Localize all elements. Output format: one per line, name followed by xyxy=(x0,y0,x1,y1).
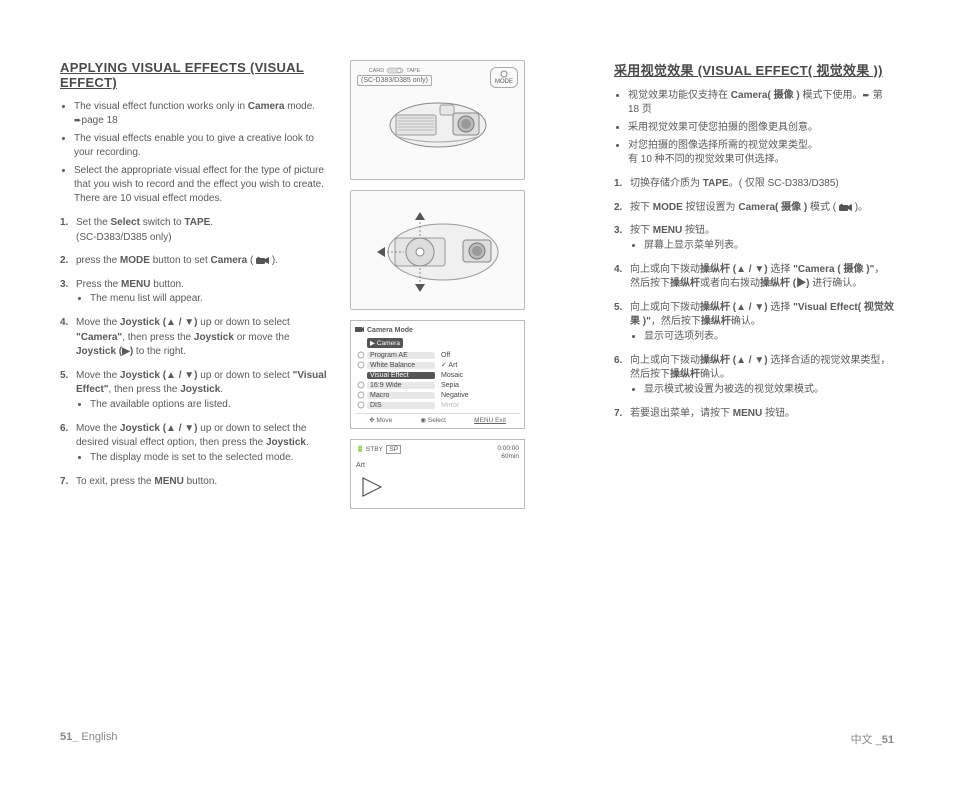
model-note: (SC-D383/D385 only) xyxy=(357,75,432,86)
menu-item: Macro Negative xyxy=(355,390,520,400)
osd-screenshot: 🔋 STBY SP 0:00:00 60min Art xyxy=(350,439,525,509)
camera-mode-icon xyxy=(355,325,364,335)
camera-icon xyxy=(256,254,269,269)
sub-bullet: 显示可选项列表。 xyxy=(644,330,894,344)
step: 7.若要退出菜单，请按下 MENU 按钮。 xyxy=(614,407,894,422)
menu-item: White Balance✓ Art xyxy=(355,360,520,370)
camcorder-icon xyxy=(378,85,498,155)
step: 4.向上或向下拨动操纵杆 (▲ / ▼) 选择 "Camera ( 摄像 )"，… xyxy=(614,263,894,292)
right-column: 采用视觉效果 (VISUAL EFFECT( 视觉效果 )) 视觉效果功能仅支持… xyxy=(614,60,894,509)
arrow-icon xyxy=(74,115,82,126)
bullet: The visual effect function works only in… xyxy=(74,100,330,128)
camcorder-joystick-illustration xyxy=(350,190,525,310)
camera-icon xyxy=(839,201,852,216)
bullet: The visual effects enable you to give a … xyxy=(74,132,330,160)
bullet: 视觉效果功能仅支持在 Camera( 摄像 ) 模式下使用。 第 18 页 xyxy=(628,89,894,117)
step: 4.Move the Joystick (▲ / ▼) up or down t… xyxy=(60,316,330,360)
menu-title: Camera Mode xyxy=(367,327,413,334)
bullet: 对您拍摄的图像选择所需的视觉效果类型。有 10 种不同的视觉效果可供选择。 xyxy=(628,139,894,167)
right-bullets: 视觉效果功能仅支持在 Camera( 摄像 ) 模式下使用。 第 18 页采用视… xyxy=(614,89,894,167)
menu-screenshot: Camera Mode ▶ Camera Program AE OffWhite… xyxy=(350,320,525,429)
step: 1.Set the Select switch to TAPE.(SC-D383… xyxy=(60,216,330,245)
step: 5.Move the Joystick (▲ / ▼) up or down t… xyxy=(60,369,330,412)
page-footer: 51_ English 中文 _51 xyxy=(60,731,894,747)
left-title: APPLYING VISUAL EFFECTS (VISUAL EFFECT) xyxy=(60,60,330,90)
joystick-icon xyxy=(363,200,513,300)
mode-button: MODE xyxy=(490,67,518,88)
step: 6.向上或向下拨动操纵杆 (▲ / ▼) 选择合适的视觉效果类型，然后按下操纵杆… xyxy=(614,354,894,397)
step: 3.按下 MENU 按钮。屏幕上显示菜单列表。 xyxy=(614,224,894,253)
arrow-icon xyxy=(862,90,870,101)
left-column: APPLYING VISUAL EFFECTS (VISUAL EFFECT) … xyxy=(60,60,330,509)
sub-bullet: 显示模式被设置为被选的视觉效果模式。 xyxy=(644,383,894,397)
left-bullets: The visual effect function works only in… xyxy=(60,100,330,206)
step: 2.press the MODE button to set Camera ( … xyxy=(60,254,330,269)
play-triangle-icon xyxy=(361,476,383,500)
step: 1.切换存储介质为 TAPE。( 仅限 SC-D383/D385) xyxy=(614,177,894,192)
right-title: 采用视觉效果 (VISUAL EFFECT( 视觉效果 )) xyxy=(614,60,894,79)
camcorder-top-illustration: CARD TAPE (SC-D383/D385 only) MODE xyxy=(350,60,525,180)
illustration-column: CARD TAPE (SC-D383/D385 only) MODE xyxy=(350,60,525,509)
menu-footer: ✥ Move ◉ Select MENU Exit xyxy=(355,413,520,424)
bullet: Select the appropriate visual effect for… xyxy=(74,164,330,206)
right-steps: 1.切换存储介质为 TAPE。( 仅限 SC-D383/D385) 2.按下 MO… xyxy=(614,177,894,421)
sub-bullet: 屏幕上显示菜单列表。 xyxy=(644,239,894,253)
step: 5.向上或向下拨动操纵杆 (▲ / ▼) 选择 "Visual Effect( … xyxy=(614,301,894,344)
menu-item: 16:9 Wide Sepia xyxy=(355,380,520,390)
sub-bullet: The menu list will appear. xyxy=(90,292,330,306)
bullet: 采用视觉效果可使您拍摄的图像更具创意。 xyxy=(628,121,894,135)
step: 2.按下 MODE 按钮设置为 Camera( 摄像 ) 模式 ( )。 xyxy=(614,201,894,216)
step: 7.To exit, press the MENU button. xyxy=(60,475,330,490)
left-steps: 1.Set the Select switch to TAPE.(SC-D383… xyxy=(60,216,330,489)
menu-item: DIS Mirror xyxy=(355,400,520,410)
sub-bullet: The available options are listed. xyxy=(90,398,330,412)
step: 3.Press the MENU button.The menu list wi… xyxy=(60,278,330,307)
sub-bullet: The display mode is set to the selected … xyxy=(90,451,330,465)
menu-item: Visual Effect Mosaic xyxy=(355,370,520,380)
menu-item: Program AE Off xyxy=(355,350,520,360)
step: 6.Move the Joystick (▲ / ▼) up or down t… xyxy=(60,422,330,465)
